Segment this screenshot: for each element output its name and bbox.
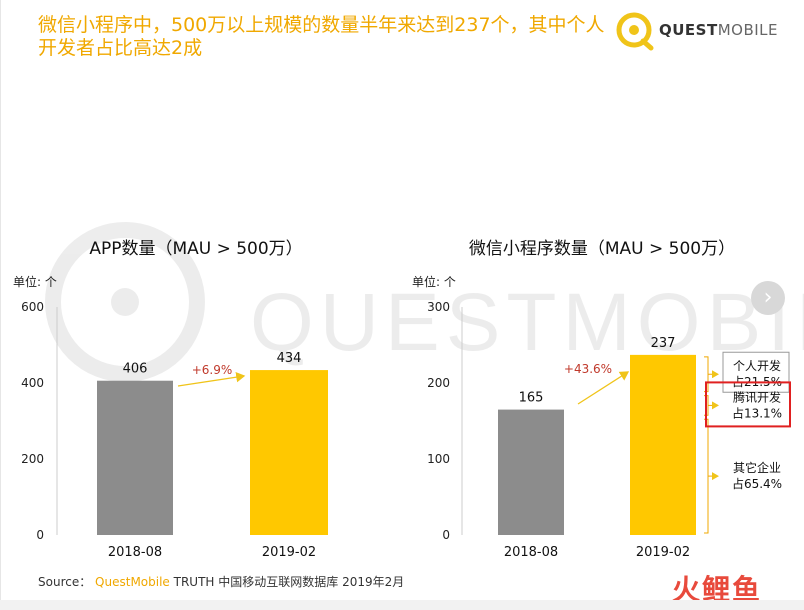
bar-2018-08 [498,409,564,535]
logo-text-bold: QUEST [659,21,718,39]
x-tick-label: 2019-02 [262,545,316,560]
mini-program-count-chart: 微信小程序数量（MAU > 500万） 单位: 个 0 100 200 300 165… [412,239,791,560]
app-count-chart: APP数量（MAU > 500万） 单位: 个 0 200 400 600 406 43… [13,239,328,560]
bar-2019-02 [630,354,696,535]
logo-mark-icon [616,12,654,51]
data-label: 406 [123,362,148,377]
y-tick-label: 200 [427,376,450,390]
data-label: 434 [277,351,302,366]
chart-title: APP数量（MAU > 500万） [89,239,302,259]
next-slide-button[interactable]: › [751,281,785,315]
unit-label: 单位: 个 [412,274,456,289]
y-tick-label: 0 [36,528,44,542]
bottom-bar [0,600,804,610]
logo-text-light: MOBILE [717,21,779,39]
segment-bracket [704,418,709,534]
bar-2018-08 [97,380,173,535]
breakdown-label: 个人开发 [733,358,781,373]
logo-text: QUESTMOBILE [659,21,778,39]
y-tick-label: 100 [427,452,450,466]
watermark: QUESTMOBILE [45,222,804,382]
highlight-box [705,381,791,428]
growth-arrow [177,372,246,387]
questmobile-logo: QUESTMOBILE [613,8,783,52]
y-tick-label: 300 [427,300,450,314]
source-brand: QuestMobile [95,575,170,589]
left-border [0,0,1,610]
y-tick-label: 200 [21,452,44,466]
y-tick-label: 0 [442,528,450,542]
watermark-text: QUESTMOBILE [250,277,804,368]
breakdown-share: 占13.1% [732,405,782,420]
chart-title: 微信小程序数量（MAU > 500万） [469,239,735,259]
growth-label: +43.6% [564,362,612,376]
growth-label: +6.9% [192,363,233,377]
x-tick-label: 2019-02 [636,545,690,560]
data-label: 165 [519,391,544,406]
growth-arrow [577,371,630,405]
breakdown-label: 腾讯开发 [733,389,781,404]
y-tick-label: 600 [21,300,44,314]
source-text: TRUTH 中国移动互联网数据库 2019年2月 [173,575,405,589]
chevron-right-icon: › [763,285,773,310]
source-note: Source： QuestMobile TRUTH 中国移动互联网数据库 201… [38,573,404,590]
data-label: 237 [651,336,676,351]
breakdown-box [722,351,790,393]
breakdown-share: 占65.4% [732,476,782,491]
unit-label: 单位: 个 [13,274,57,289]
breakdown-label: 其它企业 [733,460,781,475]
x-tick-label: 2018-08 [108,545,162,560]
y-tick-label: 400 [21,376,44,390]
source-prefix: Source： [38,575,92,589]
page-headline: 微信小程序中，500万以上规模的数量半年来达到237个，其中个人开发者占比高达2… [38,14,605,59]
x-tick-label: 2018-08 [504,545,558,560]
bar-2019-02 [250,370,328,535]
